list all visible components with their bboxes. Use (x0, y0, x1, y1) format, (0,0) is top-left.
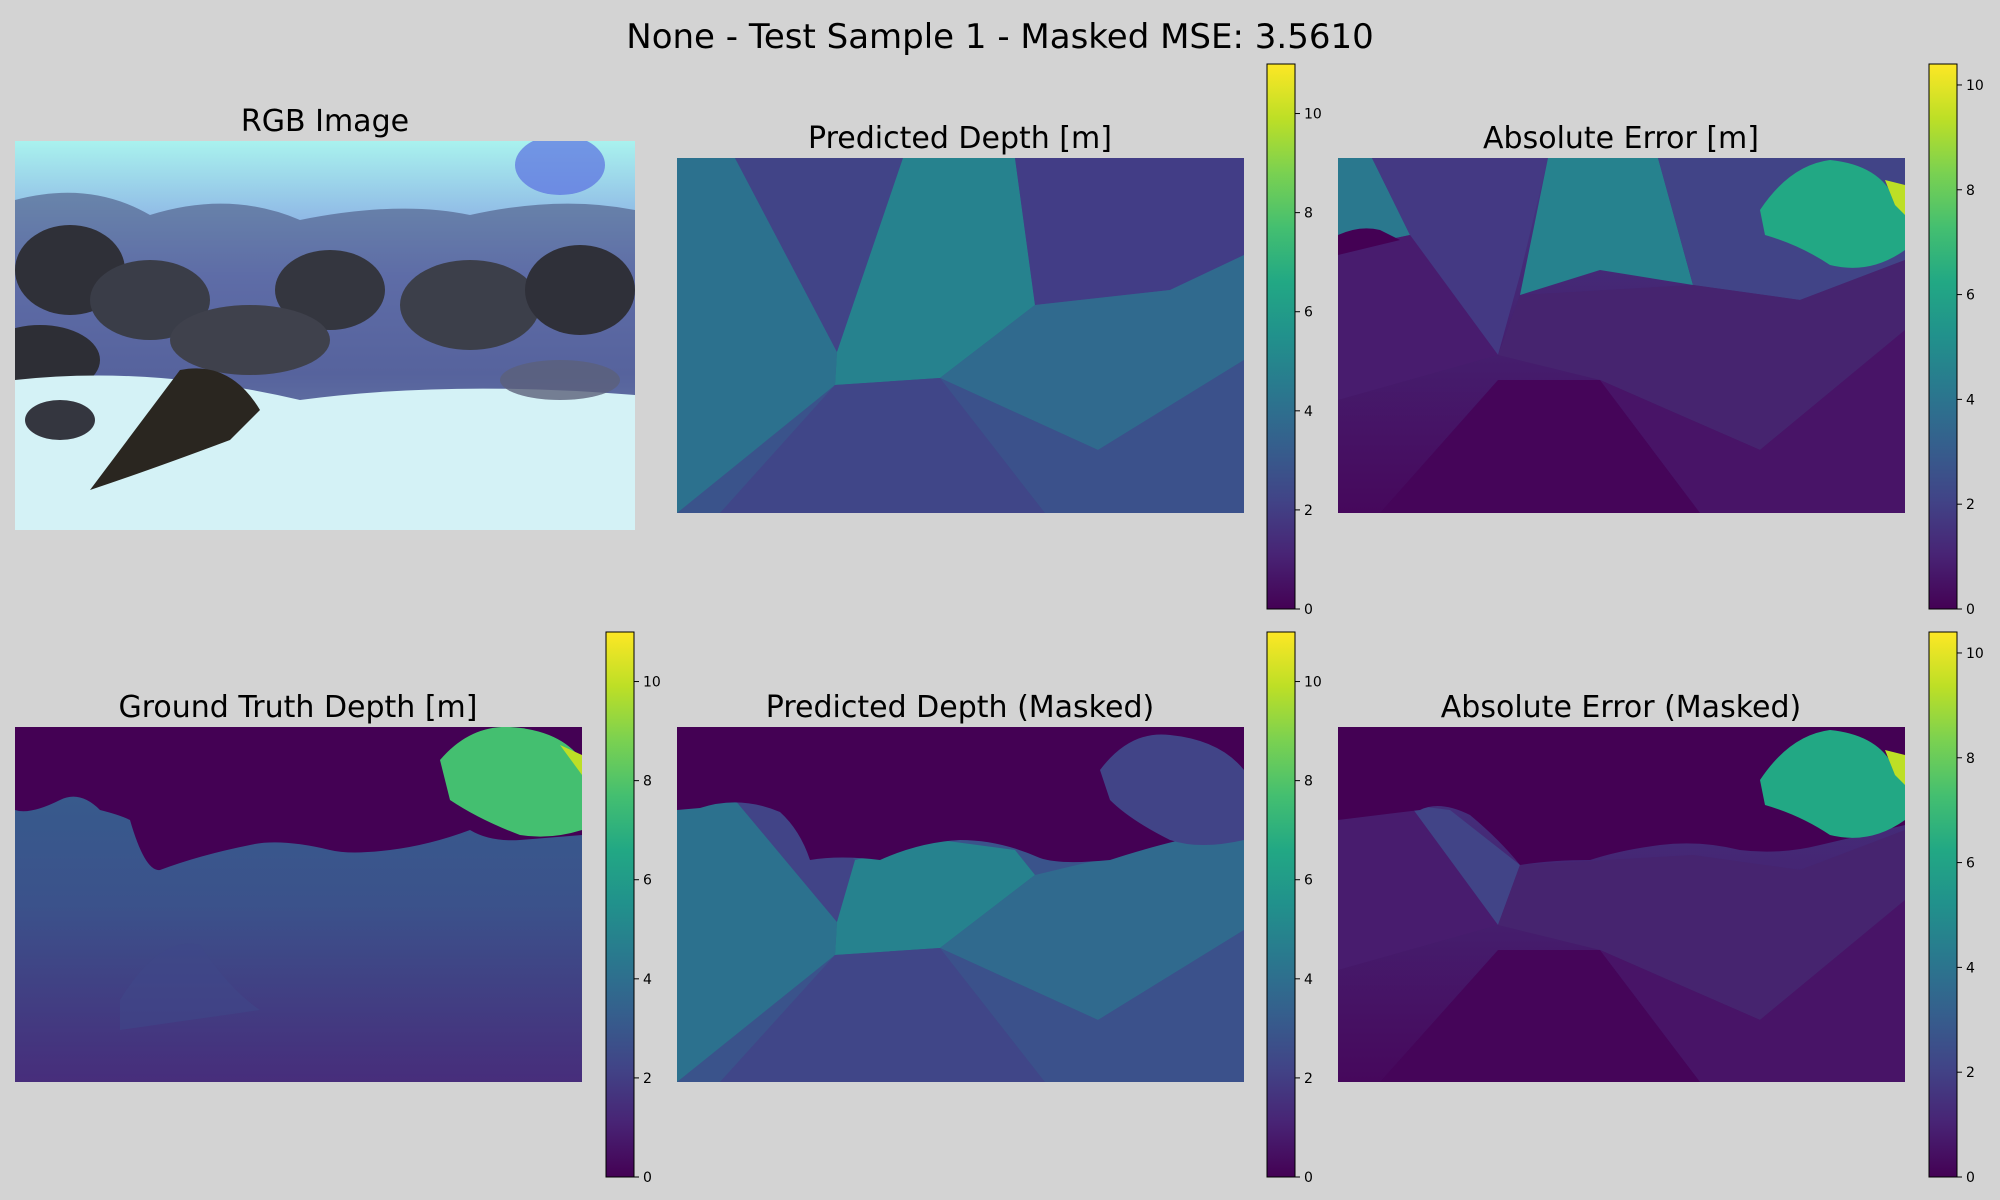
colorbar-gradient (1266, 631, 1296, 1178)
heatmap-absolute-error (1338, 158, 1905, 513)
colorbar-tick-label: 0 (1966, 1170, 1975, 1186)
colorbar-tick-label: 0 (643, 1170, 652, 1186)
colorbar-tick-label: 6 (1966, 288, 1975, 304)
colorbar-gradient (1266, 63, 1296, 610)
colorbar-gradient (605, 631, 635, 1178)
colorbar-tick-label: 0 (1304, 1170, 1313, 1186)
colorbar-tick-label: 10 (643, 675, 661, 691)
colorbar-tick-label: 4 (1304, 972, 1313, 988)
colorbar-tick-label: 2 (1304, 503, 1313, 519)
subplot-title-pred: Predicted Depth [m] (808, 121, 1112, 156)
colorbar-tick-label: 4 (1304, 404, 1313, 420)
colorbar-tick-label: 10 (1304, 107, 1322, 123)
colorbar-1: 0 2 4 6 8 10 (1266, 63, 1322, 618)
colorbar-tick-label: 8 (1304, 774, 1313, 790)
colorbar-tick-label: 4 (643, 972, 652, 988)
heatmap-ground-truth-depth (15, 727, 582, 1082)
colorbars: 0 2 4 6 8 10 0 2 4 6 8 10 0 2 4 6 8 10 0 2 4 6 8 10 0 2 4 6 8 10 (605, 63, 1984, 1186)
rgb-image (15, 141, 635, 530)
subplot-title-abserr: Absolute Error [m] (1483, 121, 1759, 156)
colorbar-tick-label: 4 (1966, 392, 1975, 408)
colorbar-tick-label: 0 (1304, 602, 1313, 618)
colorbar-4: 0 2 4 6 8 10 (1266, 631, 1322, 1186)
subplot-title-pred-masked: Predicted Depth (Masked) (766, 690, 1154, 725)
colorbar-tick-label: 2 (1966, 1065, 1975, 1081)
colorbar-tick-label: 4 (1966, 960, 1975, 976)
colorbar-5: 0 2 4 6 8 10 (1928, 631, 1984, 1186)
colorbar-tick-label: 2 (1304, 1071, 1313, 1087)
heatmap-predicted-depth (677, 158, 1244, 513)
colorbar-tick-label: 6 (643, 873, 652, 889)
figure-title: None - Test Sample 1 - Masked MSE: 3.561… (626, 17, 1373, 57)
colorbar-gradient (1928, 631, 1958, 1178)
subplot-title-gt: Ground Truth Depth [m] (118, 690, 477, 725)
heatmap-predicted-depth-masked (677, 727, 1244, 1082)
colorbar-tick-label: 6 (1304, 873, 1313, 889)
colorbar-tick-label: 8 (643, 774, 652, 790)
colorbar-tick-label: 6 (1966, 856, 1975, 872)
colorbar-3: 0 2 4 6 8 10 (605, 631, 661, 1186)
subplot-title-rgb: RGB Image (241, 104, 409, 139)
colorbar-tick-label: 0 (1966, 602, 1975, 618)
colorbar-gradient (1928, 63, 1958, 610)
colorbar-tick-label: 2 (643, 1071, 652, 1087)
colorbar-tick-label: 8 (1966, 751, 1975, 767)
colorbar-tick-label: 6 (1304, 305, 1313, 321)
colorbar-tick-label: 2 (1966, 497, 1975, 513)
colorbar-tick-label: 8 (1304, 206, 1313, 222)
colorbar-tick-label: 10 (1304, 675, 1322, 691)
colorbar-tick-label: 10 (1966, 78, 1984, 94)
subplot-title-abserr-masked: Absolute Error (Masked) (1441, 690, 1801, 725)
heatmap-absolute-error-masked (1338, 727, 1905, 1082)
colorbar-tick-label: 8 (1966, 183, 1975, 199)
colorbar-tick-label: 10 (1966, 646, 1984, 662)
colorbar-2: 0 2 4 6 8 10 (1928, 63, 1984, 618)
